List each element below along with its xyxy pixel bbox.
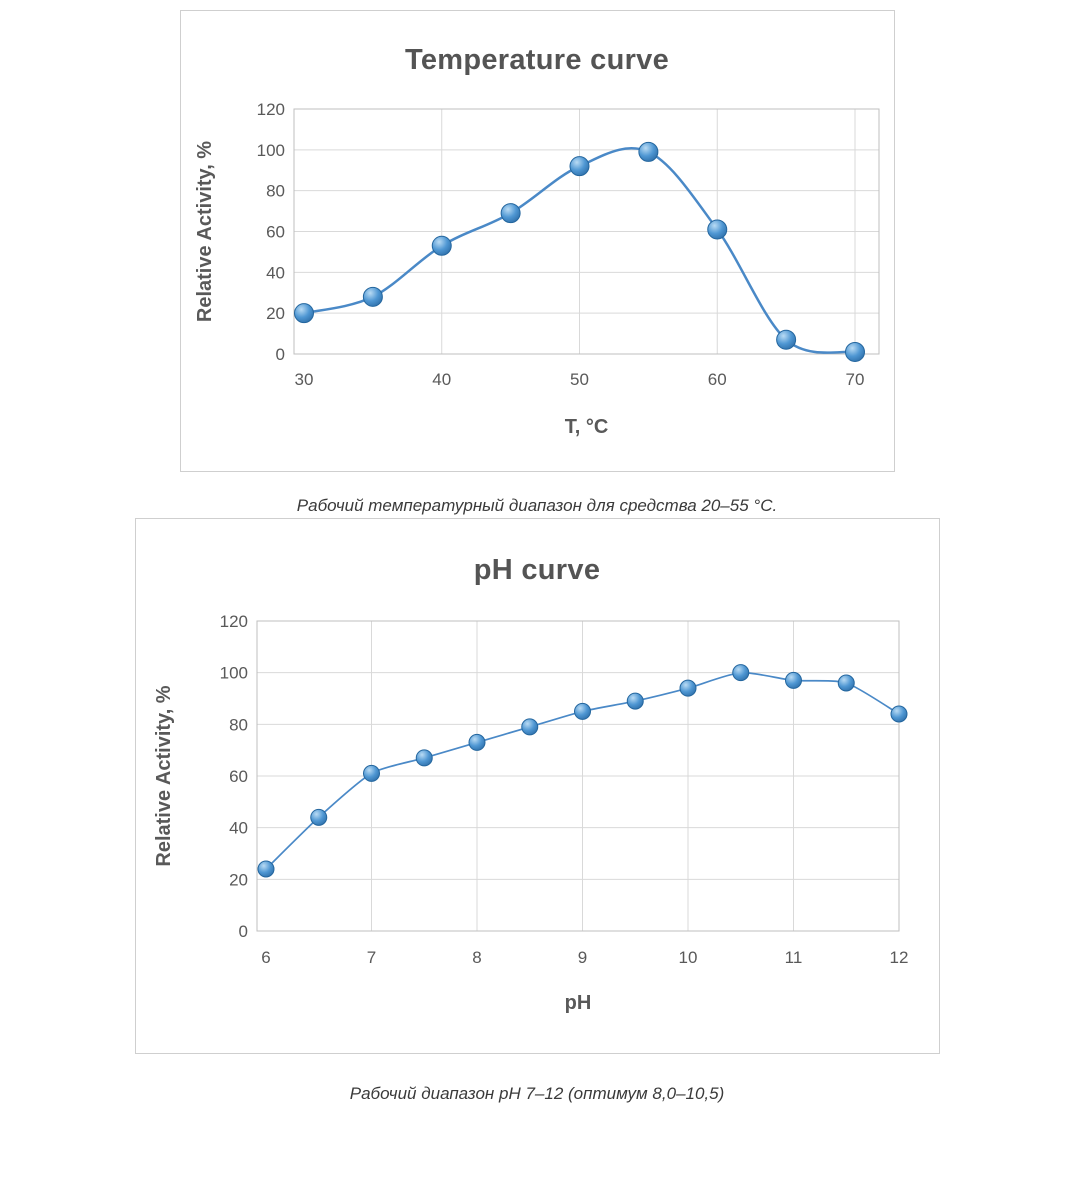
data-point-marker	[731, 664, 749, 682]
data-point-marker	[844, 341, 865, 362]
y-tick-label: 40	[229, 819, 248, 838]
y-tick-label: 100	[219, 664, 247, 683]
temperature-chart-title: Temperature curve	[404, 44, 670, 76]
x-axis-title: pH	[564, 992, 591, 1014]
temperature-chart-plot: 0 20 40 60 80 100 120 30 40 50 60 70 T, °C Relative A…	[194, 101, 879, 438]
temperature-chart-card: Temperature curve 0 20 40 60 80 100 120 30 40 50 6…	[179, 10, 895, 472]
x-axis-title: T, °C	[564, 416, 608, 438]
x-tick-label: 11	[784, 948, 802, 967]
data-point-marker	[309, 808, 327, 826]
data-point-marker	[626, 692, 644, 710]
y-tick-label: 100	[256, 141, 284, 160]
y-tick-label: 20	[229, 870, 248, 889]
y-tick-label: 0	[238, 922, 247, 941]
data-point-marker	[257, 860, 274, 878]
gridlines	[293, 108, 879, 355]
temperature-chart-caption: Рабочий температурный диапазон для средс…	[296, 496, 778, 515]
y-tick-label: 80	[266, 182, 285, 201]
y-tick-label: 120	[256, 101, 284, 119]
data-point-marker	[362, 764, 380, 782]
x-tick-label: 12	[889, 948, 908, 967]
y-tick-label: 60	[266, 223, 285, 242]
x-tick-label: 7	[366, 948, 375, 967]
y-axis-title: Relative Activity, %	[194, 141, 216, 322]
data-point-marker	[569, 156, 589, 177]
x-tick-label: 60	[707, 370, 726, 389]
y-tick-label: 60	[229, 767, 248, 786]
x-tick-label: 8	[472, 948, 481, 967]
y-tick-label: 20	[266, 304, 285, 323]
y-tick-label: 80	[229, 715, 248, 734]
data-point-marker	[520, 718, 538, 736]
x-tick-label: 6	[261, 948, 270, 967]
data-point-marker	[775, 329, 796, 350]
ph-chart-card: pH curve 0 20 40 60 80 100 120 6 7 8 9 10 11 12 pH Rela…	[134, 518, 940, 1054]
data-point-marker	[468, 733, 485, 751]
y-axis-title: Relative Activity, %	[153, 685, 175, 866]
data-point-marker	[637, 141, 658, 162]
ph-chart-title: pH curve	[473, 554, 601, 586]
data-point-markers	[293, 141, 865, 362]
data-point-marker	[837, 674, 855, 692]
data-point-marker	[890, 705, 907, 723]
data-point-marker	[679, 679, 696, 697]
x-tick-label: 30	[294, 370, 313, 389]
x-tick-label: 10	[678, 948, 697, 967]
y-tick-label: 0	[275, 345, 284, 364]
plot-border	[293, 108, 879, 355]
x-tick-label: 50	[570, 370, 589, 389]
plot-border	[256, 620, 899, 932]
x-tick-label: 9	[577, 948, 586, 967]
data-point-marker	[431, 235, 452, 256]
ph-chart-plot: 0 20 40 60 80 100 120 6 7 8 9 10 11 12 pH Relative Acti…	[153, 613, 908, 1014]
data-point-marker	[500, 203, 521, 224]
y-tick-label: 40	[266, 263, 285, 282]
data-point-marker	[784, 671, 802, 689]
gridlines	[256, 620, 899, 932]
data-point-marker	[573, 702, 591, 720]
data-point-markers	[257, 664, 907, 878]
x-tick-label: 40	[432, 370, 451, 389]
data-point-marker	[362, 286, 383, 307]
data-point-marker	[706, 219, 727, 240]
data-point-marker	[415, 749, 433, 767]
x-tick-label: 70	[845, 370, 864, 389]
y-tick-label: 120	[219, 613, 247, 631]
data-point-marker	[293, 303, 314, 324]
ph-chart-caption: Рабочий диапазон pH 7–12 (оптимум 8,0–10…	[349, 1084, 725, 1103]
